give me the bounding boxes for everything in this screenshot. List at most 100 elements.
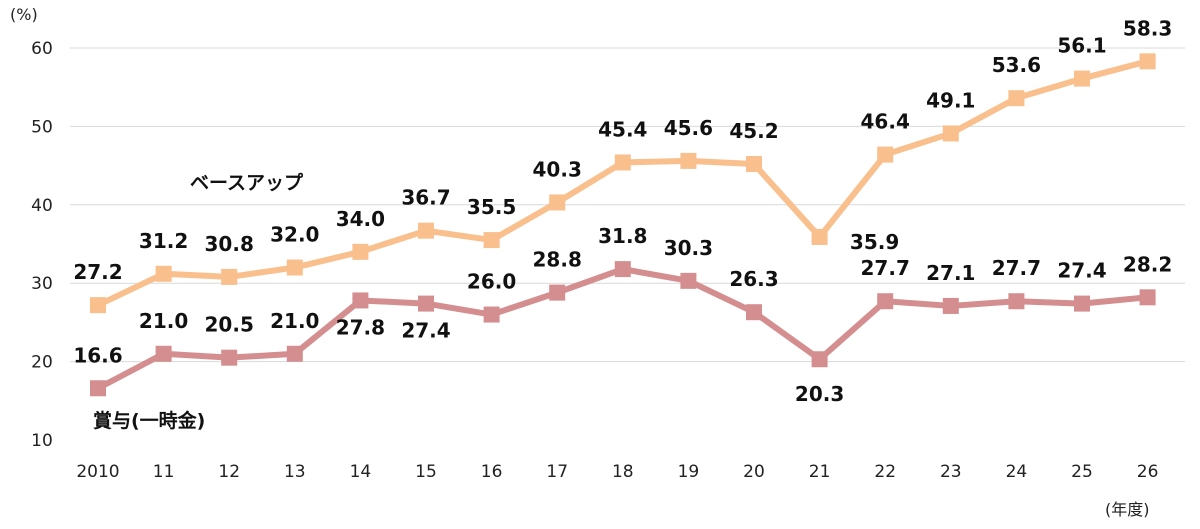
x-tick-label: 16 (481, 462, 503, 482)
x-tick-label: 15 (415, 462, 437, 482)
x-tick-label: 26 (1137, 462, 1159, 482)
data-point (877, 293, 894, 310)
y-tick-label: 20 (31, 353, 53, 373)
data-label: 21.0 (270, 309, 319, 333)
y-tick-label: 60 (31, 39, 53, 59)
data-label: 27.4 (1057, 259, 1106, 283)
x-tick-label: 18 (612, 462, 634, 482)
data-point (90, 380, 106, 397)
data-point (811, 228, 828, 245)
y-tick-label: 30 (31, 274, 53, 294)
legend-bonus: 賞与(一時金) (93, 409, 205, 432)
data-point (746, 156, 762, 173)
series-layer (90, 53, 1156, 397)
data-point (155, 265, 172, 282)
x-tick-label: 23 (940, 462, 962, 482)
data-label: 40.3 (533, 157, 582, 181)
data-point (1074, 70, 1090, 87)
data-point (221, 349, 238, 366)
data-point (1074, 295, 1090, 312)
data-point (811, 351, 828, 368)
data-point (221, 268, 238, 285)
x-tick-label: 17 (546, 462, 568, 482)
data-point (286, 345, 303, 362)
x-tick-label: 19 (678, 462, 700, 482)
data-point (614, 154, 631, 171)
series-line-1 (96, 266, 1148, 391)
data-point (483, 306, 500, 323)
data-label: 46.4 (861, 110, 910, 134)
data-label: 20.3 (795, 382, 844, 406)
data-label: 28.8 (533, 248, 582, 272)
x-axis-unit-label: (年度) (1105, 500, 1150, 519)
data-label: 27.1 (926, 261, 975, 285)
data-label: 27.2 (73, 260, 122, 284)
data-point (286, 259, 303, 276)
y-axis-ticks: 10 20 30 40 50 60 (31, 39, 53, 451)
y-tick-label: 40 (31, 196, 53, 216)
data-label: 35.9 (850, 230, 899, 254)
data-label: 20.5 (205, 313, 254, 337)
data-label: 26.0 (467, 270, 516, 294)
y-axis-unit-label: (%) (10, 5, 38, 24)
data-point (614, 261, 631, 278)
data-point (1139, 289, 1156, 306)
data-point (942, 125, 959, 142)
x-tick-label: 25 (1071, 462, 1093, 482)
data-point (549, 194, 566, 211)
data-label: 56.1 (1057, 34, 1106, 58)
data-label: 45.2 (729, 119, 778, 143)
data-point (1139, 53, 1156, 70)
data-point (483, 232, 500, 249)
data-label: 58.3 (1123, 16, 1172, 40)
y-tick-label: 50 (31, 117, 53, 137)
data-point (1008, 293, 1025, 310)
data-point (746, 304, 762, 321)
x-tick-label: 24 (1006, 462, 1028, 482)
data-point (90, 297, 106, 314)
data-point (352, 292, 369, 309)
data-label: 28.2 (1123, 252, 1172, 276)
grid-lines (70, 47, 1185, 363)
data-labels: 27.2 31.2 30.8 32.0 34.0 36.7 35.5 40.3 45.4 45.6… (73, 16, 1172, 406)
data-label: 36.7 (401, 186, 450, 210)
data-label: 31.8 (598, 224, 647, 248)
x-tick-label: 14 (350, 462, 372, 482)
data-point (549, 284, 566, 301)
data-point (418, 222, 434, 239)
x-tick-label: 2010 (76, 462, 119, 482)
data-point (352, 243, 369, 260)
x-tick-label: 22 (874, 462, 896, 482)
data-point (942, 297, 959, 314)
data-point (680, 272, 697, 289)
x-tick-label: 21 (809, 462, 831, 482)
x-tick-label: 20 (743, 462, 765, 482)
y-tick-label: 10 (31, 431, 53, 451)
data-label: 49.1 (926, 88, 975, 112)
legend-base-up: ベースアップ (190, 171, 304, 194)
data-label: 26.3 (729, 267, 778, 291)
data-label: 27.8 (336, 315, 385, 339)
x-tick-label: 11 (153, 462, 175, 482)
data-point (877, 146, 894, 163)
x-axis-ticks: 2010 11 12 13 14 15 16 17 18 19 20 21 22 23 24 25 26 (76, 462, 1158, 482)
data-label: 32.0 (270, 223, 319, 247)
data-label: 27.4 (401, 319, 450, 343)
data-label: 53.6 (992, 53, 1041, 77)
data-label: 34.0 (336, 207, 385, 231)
data-label: 45.4 (598, 117, 647, 141)
x-tick-label: 12 (218, 462, 240, 482)
data-label: 45.6 (664, 116, 713, 140)
data-label: 21.0 (139, 309, 188, 333)
data-point (418, 295, 434, 312)
data-label: 27.7 (861, 256, 910, 280)
data-point (680, 152, 697, 169)
data-label: 30.8 (205, 232, 254, 256)
data-label: 31.2 (139, 229, 188, 253)
data-point (1008, 90, 1025, 107)
x-tick-label: 13 (284, 462, 306, 482)
data-label: 30.3 (664, 236, 713, 260)
data-point (155, 345, 172, 362)
